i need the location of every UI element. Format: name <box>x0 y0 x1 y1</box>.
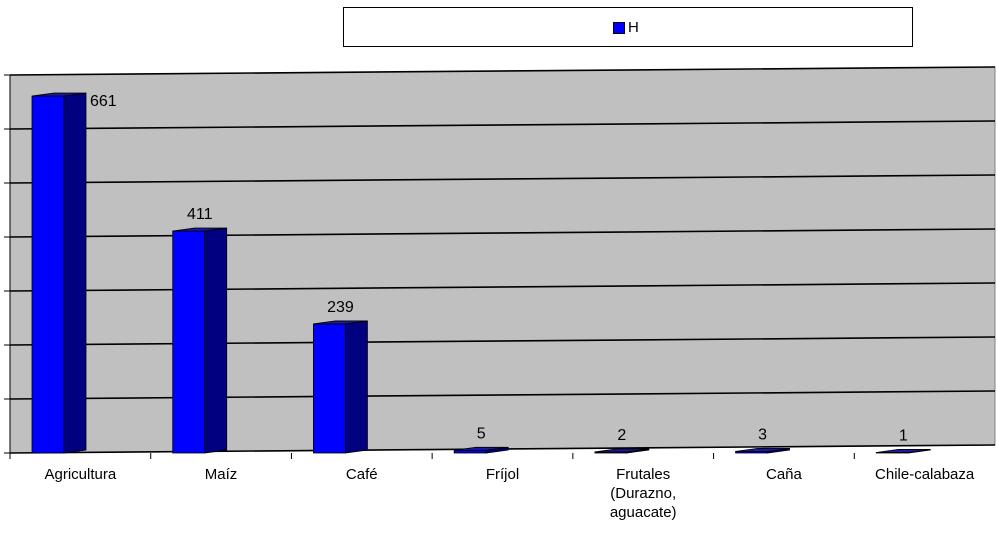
legend-box: H <box>343 7 913 47</box>
bar-4 <box>594 448 650 454</box>
bar-3 <box>453 446 509 454</box>
data-label: 3 <box>758 426 767 443</box>
x-tick-label: Fríjol <box>485 466 520 483</box>
gridline <box>9 120 996 130</box>
bar-0 <box>31 92 87 454</box>
legend-swatch <box>613 21 625 34</box>
bar-top <box>594 448 649 453</box>
bar-6 <box>875 449 931 454</box>
data-label: 239 <box>327 299 354 316</box>
x-tick-label: Caña <box>765 466 802 483</box>
data-label: 661 <box>90 93 117 110</box>
bar-front <box>172 230 206 454</box>
x-tick-label: Maíz <box>204 466 238 483</box>
gridline <box>9 66 996 76</box>
bar-top <box>313 320 368 325</box>
bar-top <box>454 446 509 451</box>
data-label: 411 <box>187 206 213 223</box>
data-label: 1 <box>899 427 908 444</box>
x-tick-label: Frutales (Durazno, aguacate) <box>609 466 677 521</box>
bar-side <box>204 227 228 454</box>
bar-top <box>31 92 87 97</box>
gridline <box>9 174 996 184</box>
bar-front <box>453 449 487 454</box>
x-tick-label: Café <box>345 466 378 483</box>
bar-1 <box>172 227 228 454</box>
x-tick-label: Chile-calabaza <box>875 466 975 483</box>
bar-side <box>63 92 87 454</box>
bar-top <box>735 447 790 452</box>
bar-side <box>345 320 368 454</box>
legend-entry: H <box>613 19 639 36</box>
bar-top <box>172 227 227 232</box>
bar-5 <box>735 447 790 454</box>
data-label: 5 <box>477 425 486 442</box>
bar-2 <box>313 320 368 454</box>
bar-top <box>876 449 931 453</box>
legend-label: H <box>628 19 639 36</box>
data-label: 2 <box>617 427 626 444</box>
bar-front <box>313 323 346 454</box>
bar-front <box>31 95 65 454</box>
x-tick-label: Agricultura <box>44 466 117 483</box>
